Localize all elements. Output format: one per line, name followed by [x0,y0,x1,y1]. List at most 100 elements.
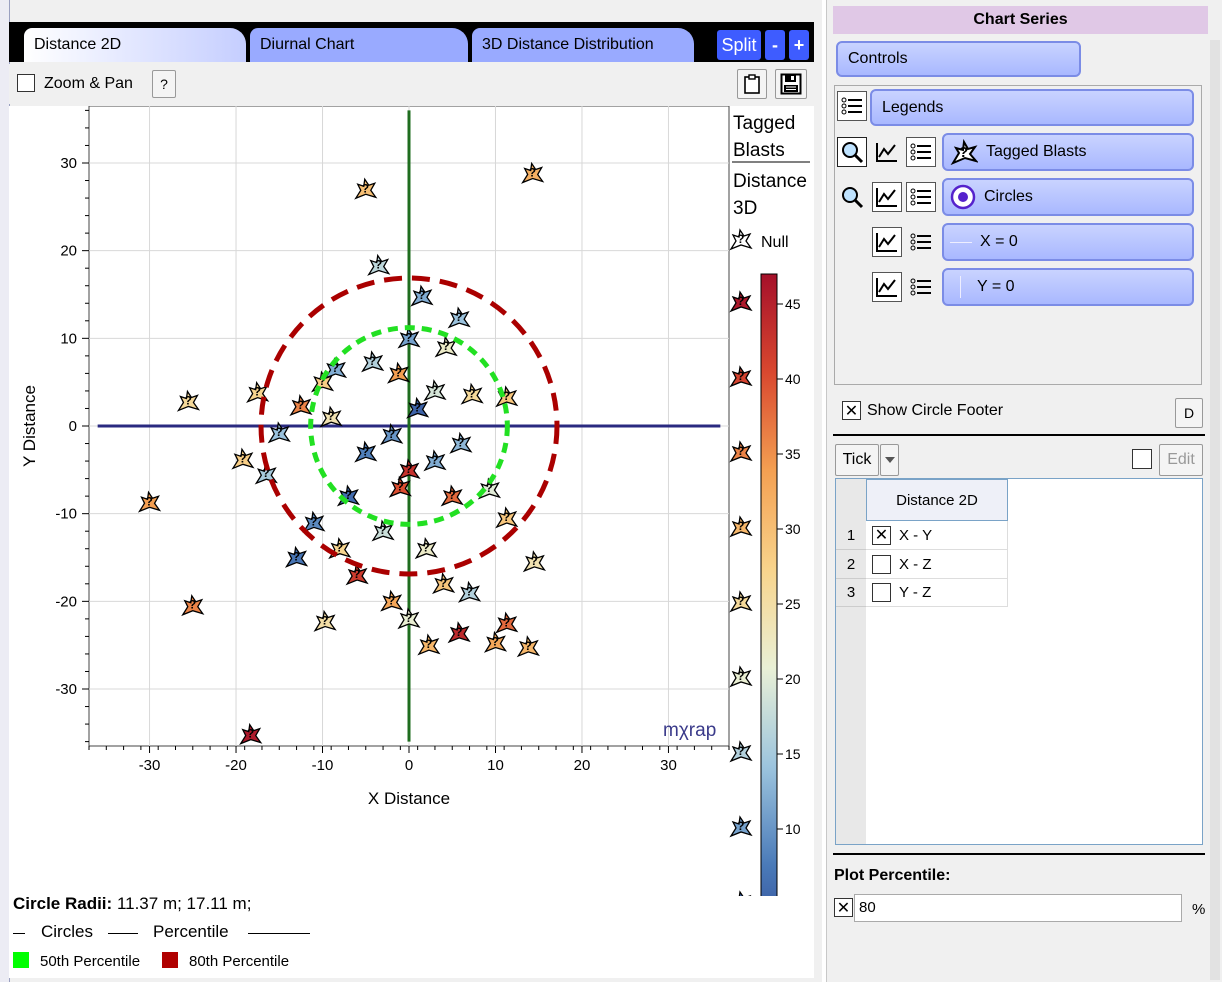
panel-scrollbar[interactable] [1210,40,1220,980]
marker-glyph: ? [331,361,338,375]
save-button[interactable] [775,69,807,99]
circles-zoom-icon[interactable] [837,182,867,212]
split-button[interactable]: Split [717,30,761,60]
y0-chart-icon[interactable] [872,272,902,302]
tagged-zoom-icon[interactable] [837,137,867,167]
controls-button[interactable]: Controls [836,41,1081,77]
marker-glyph: ? [336,541,343,555]
scatter-chart[interactable]: -30 -20 -10 0 10 20 30 30 20 10 0 -10 -20 -30 ??????… [9,105,814,965]
blast-marker: ? [457,580,482,603]
row-checkbox[interactable] [872,583,891,602]
edit-button[interactable]: Edit [1159,444,1203,476]
remove-chart-button[interactable]: - [765,30,785,60]
marker-body [397,607,421,630]
tagged-blasts-button[interactable]: ? Tagged Blasts [942,133,1194,171]
marker-glyph: ? [254,385,261,399]
marker-body [729,665,753,688]
legends-button[interactable]: Legends [870,89,1194,126]
x0-line-button[interactable]: X = 0 [942,223,1194,261]
clipboard-button[interactable] [737,69,767,99]
y0-label: Y = 0 [977,278,1015,295]
add-chart-button[interactable]: + [789,30,809,60]
circles-chart-icon[interactable] [872,182,902,212]
d-button[interactable]: D [1175,398,1203,428]
show-circle-footer-checkbox[interactable]: ✕ [842,401,861,420]
colorbar-marker: ? [729,890,753,913]
colorbar-marker: ? [729,440,753,463]
circles-button[interactable]: Circles [942,178,1194,216]
blast-marker: ? [181,593,205,617]
legends-list-icon[interactable] [837,91,867,121]
marker-body [354,177,378,200]
chart-series-header: Chart Series [833,6,1208,34]
x0-chart-icon[interactable] [872,227,902,257]
blast-marker: ? [522,550,547,573]
edit-checkbox[interactable] [1132,449,1152,469]
grid-row-y-z[interactable]: Y - Z [866,579,1008,607]
circles-rule-left [13,933,25,934]
row-checkbox-checked[interactable]: ✕ [872,525,891,545]
blast-marker: ? [447,306,471,329]
y0-line-button[interactable]: Y = 0 [942,268,1194,306]
marker-glyph: ? [388,427,395,441]
blast-marker: ? [460,382,484,405]
grid-column-header: Distance 2D [866,479,1008,521]
blast-marker: ? [267,421,291,444]
legend-80-label: 80th Percentile [189,953,290,970]
marker-glyph: ? [189,598,196,612]
plot-percentile-input[interactable]: 80 [854,894,1182,922]
y-tick-label: 20 [60,243,77,260]
marker-glyph: ? [737,894,744,896]
circle-legend: Circles Percentile 50th Percentile 80th … [13,922,333,978]
tagged-chart-icon[interactable] [872,137,902,167]
blast-marker: ? [354,177,378,200]
help-button[interactable]: ? [152,70,176,98]
tab-3d-distance-distribution[interactable]: 3D Distance Distribution [472,28,694,62]
blast-marker: ? [313,609,337,632]
colorbar-marker: ? [729,590,753,613]
y0-list-icon[interactable] [906,272,936,302]
marker-body [319,405,343,428]
row-checkbox[interactable] [872,554,891,574]
grid-row-x-y[interactable]: ✕ X - Y [866,521,1008,550]
tagged-list-icon[interactable] [906,137,936,167]
tab-distance-2d[interactable]: Distance 2D [24,28,246,62]
circles-list-icon[interactable] [906,182,936,212]
row-label: X - Y [899,526,933,544]
blast-marker: ? [477,477,502,500]
percentile-heading: Percentile [153,922,229,941]
blast-marker: ? [449,431,473,454]
tick-button[interactable]: Tick [835,444,879,476]
marker-body [440,484,464,507]
legend-subtitle-line2: 3D [733,198,757,219]
grid-row-x-z[interactable]: X - Z [866,550,1008,579]
plot-area[interactable]: -30 -20 -10 0 10 20 30 30 20 10 0 -10 -20 -30 ??????… [9,105,814,978]
marker-body [231,447,255,470]
tab-label: Diurnal Chart [260,36,355,53]
marker-glyph: ? [310,514,317,528]
percent-sign: % [1192,901,1206,918]
plot-percentile-checkbox[interactable]: ✕ [834,898,853,917]
y-tick-label: 0 [69,418,77,435]
row-number: 1 [836,521,866,550]
radii-label: Circle Radii: [13,894,113,913]
marker-glyph: ? [327,409,334,423]
marker-glyph: ? [431,383,438,397]
marker-glyph: ? [319,374,326,388]
tab-diurnal-chart[interactable]: Diurnal Chart [250,28,468,62]
tick-dropdown-button[interactable] [880,444,899,476]
marker-glyph: ? [431,453,438,467]
circles-heading: Circles [41,922,93,941]
blast-marker: ? [434,335,458,358]
marker-body [345,563,369,586]
marker-glyph: ? [396,479,403,493]
mxrap-watermark: mχrap [663,720,716,741]
x0-list-icon[interactable] [906,227,936,257]
blast-marker: ? [516,635,540,658]
blast-marker: ? [406,396,430,419]
zoom-pan-checkbox[interactable] [17,74,35,92]
marker-body [406,396,430,419]
marker-body [495,611,519,634]
section-divider [833,434,1205,436]
marker-glyph: ? [405,330,412,344]
